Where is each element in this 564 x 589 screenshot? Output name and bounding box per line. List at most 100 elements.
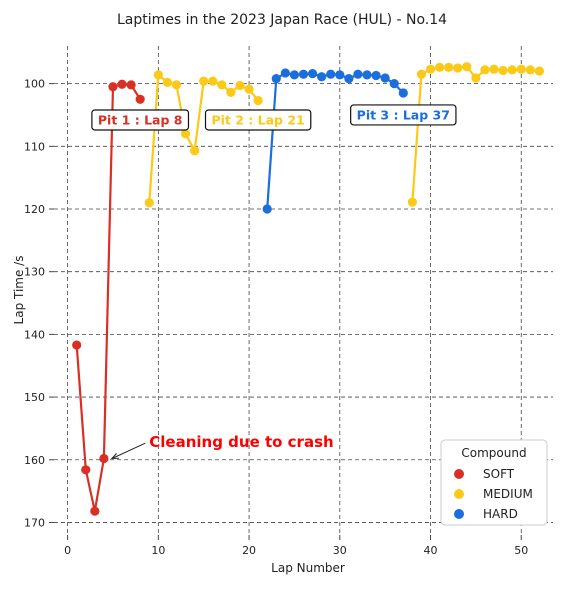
- data-point: [344, 74, 354, 84]
- data-point: [117, 79, 127, 89]
- crash-arrowhead: [110, 453, 119, 460]
- pit-label: Pit 2 : Lap 21: [204, 109, 312, 131]
- data-point: [416, 69, 427, 79]
- data-point: [498, 65, 508, 76]
- legend-entry-label: MEDIUM: [483, 487, 533, 501]
- series-medium: [407, 62, 544, 207]
- data-point: [425, 64, 436, 74]
- data-point: [289, 70, 300, 80]
- series-line: [148, 73, 259, 203]
- x-tick-label: 30: [333, 544, 347, 557]
- data-point: [362, 70, 372, 80]
- y-tick-label: 100: [24, 78, 45, 91]
- legend-entry-label: SOFT: [483, 467, 515, 481]
- data-point: [298, 69, 309, 79]
- data-point: [444, 62, 454, 72]
- data-point: [190, 146, 200, 156]
- x-axis-label: Lap Number: [271, 561, 345, 575]
- data-point: [317, 72, 327, 82]
- crash-annotation: Cleaning due to crash: [149, 433, 333, 451]
- data-point: [534, 66, 544, 76]
- data-point: [462, 62, 472, 72]
- y-tick-label: 150: [24, 391, 45, 404]
- data-point: [108, 82, 118, 92]
- data-point: [480, 65, 490, 75]
- data-point: [262, 204, 272, 214]
- legend-entry-label: HARD: [483, 507, 518, 521]
- data-point: [516, 64, 526, 74]
- data-point: [489, 64, 499, 74]
- data-point: [244, 84, 254, 94]
- y-tick-label: 160: [24, 454, 45, 467]
- pit-label-box: [91, 109, 190, 131]
- data-point: [353, 69, 363, 79]
- x-tick-label: 20: [242, 544, 256, 557]
- data-point: [144, 198, 154, 208]
- legend-marker: [454, 509, 464, 519]
- chart-title: Laptimes in the 2023 Japan Race (HUL) - …: [117, 12, 447, 28]
- data-point: [199, 76, 209, 86]
- y-tick-label: 130: [24, 266, 45, 279]
- series-medium: [144, 70, 263, 208]
- x-tick-label: 10: [151, 544, 165, 557]
- data-point: [180, 129, 191, 139]
- data-point: [208, 76, 218, 86]
- pit-label-box: [350, 104, 457, 126]
- data-point: [307, 68, 318, 79]
- data-point: [135, 94, 145, 104]
- data-point: [72, 340, 82, 350]
- x-tick-label: 0: [64, 544, 71, 557]
- data-point: [99, 453, 109, 464]
- legend-title: Compound: [461, 446, 526, 460]
- legend-marker: [454, 469, 464, 479]
- x-tick-label: 50: [514, 544, 528, 557]
- series-line: [411, 65, 540, 203]
- data-point: [398, 88, 408, 98]
- pit-label: Pit 3 : Lap 37: [350, 104, 457, 126]
- pit-label-text: Pit 2 : Lap 21: [211, 112, 304, 127]
- data-point: [335, 70, 345, 80]
- x-tick-label: 40: [424, 544, 438, 557]
- pit-label-box: [204, 109, 312, 131]
- data-point: [153, 70, 163, 80]
- data-point: [162, 77, 173, 87]
- data-point: [371, 70, 381, 81]
- y-tick-label: 140: [24, 328, 45, 341]
- data-point: [380, 73, 390, 83]
- data-point: [453, 63, 463, 73]
- series-hard: [262, 68, 408, 214]
- data-point: [507, 65, 517, 75]
- legend-marker: [454, 489, 464, 499]
- data-point: [471, 73, 481, 83]
- pit-label-text: Pit 1 : Lap 8: [98, 112, 183, 127]
- axes: 0 10 20 30 40 50 100 110 120 130 140 150 160 170: [24, 78, 528, 557]
- crash-arrow: [111, 442, 146, 459]
- data-point: [326, 69, 336, 79]
- series-line: [266, 71, 405, 210]
- legend-box: [440, 439, 548, 526]
- data-point: [280, 68, 290, 78]
- data-point: [271, 74, 281, 84]
- data-point: [525, 65, 535, 75]
- pit-label-text: Pit 3 : Lap 37: [357, 107, 450, 122]
- data-point: [226, 87, 236, 97]
- series-line: [75, 83, 142, 513]
- y-tick-label: 120: [24, 203, 45, 216]
- legend: Compound SOFT MEDIUM HARD: [440, 439, 548, 526]
- data-point: [81, 465, 91, 475]
- y-tick-label: 110: [24, 140, 45, 153]
- data-point: [253, 95, 263, 106]
- data-point: [217, 80, 227, 90]
- data-point: [235, 80, 245, 91]
- data-point: [90, 506, 100, 516]
- data-point: [434, 62, 445, 72]
- y-tick-label: 170: [24, 516, 45, 529]
- y-axis-label: Lap Time /s: [12, 256, 26, 325]
- series-soft: [72, 79, 145, 516]
- annotation-layer: Pit 1 : Lap 8 Pit 2 : Lap 21 Pit 3 : Lap 3…: [91, 104, 457, 460]
- data-point: [389, 79, 399, 89]
- data-point: [126, 80, 136, 90]
- data-point: [171, 80, 182, 90]
- series-layer: [72, 62, 544, 516]
